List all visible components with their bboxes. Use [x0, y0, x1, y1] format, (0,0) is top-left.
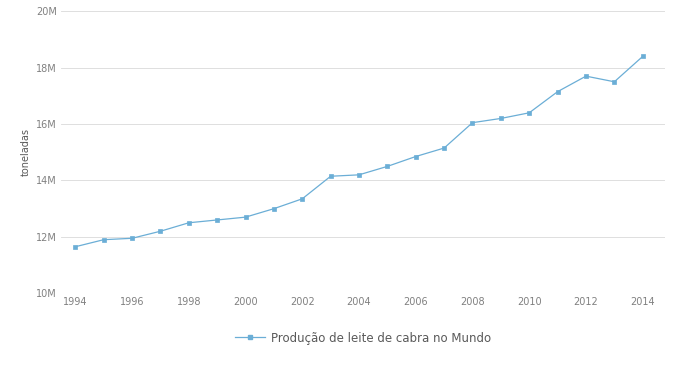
Legend: Produção de leite de cabra no Mundo: Produção de leite de cabra no Mundo [231, 327, 496, 349]
Y-axis label: toneladas: toneladas [20, 128, 31, 176]
